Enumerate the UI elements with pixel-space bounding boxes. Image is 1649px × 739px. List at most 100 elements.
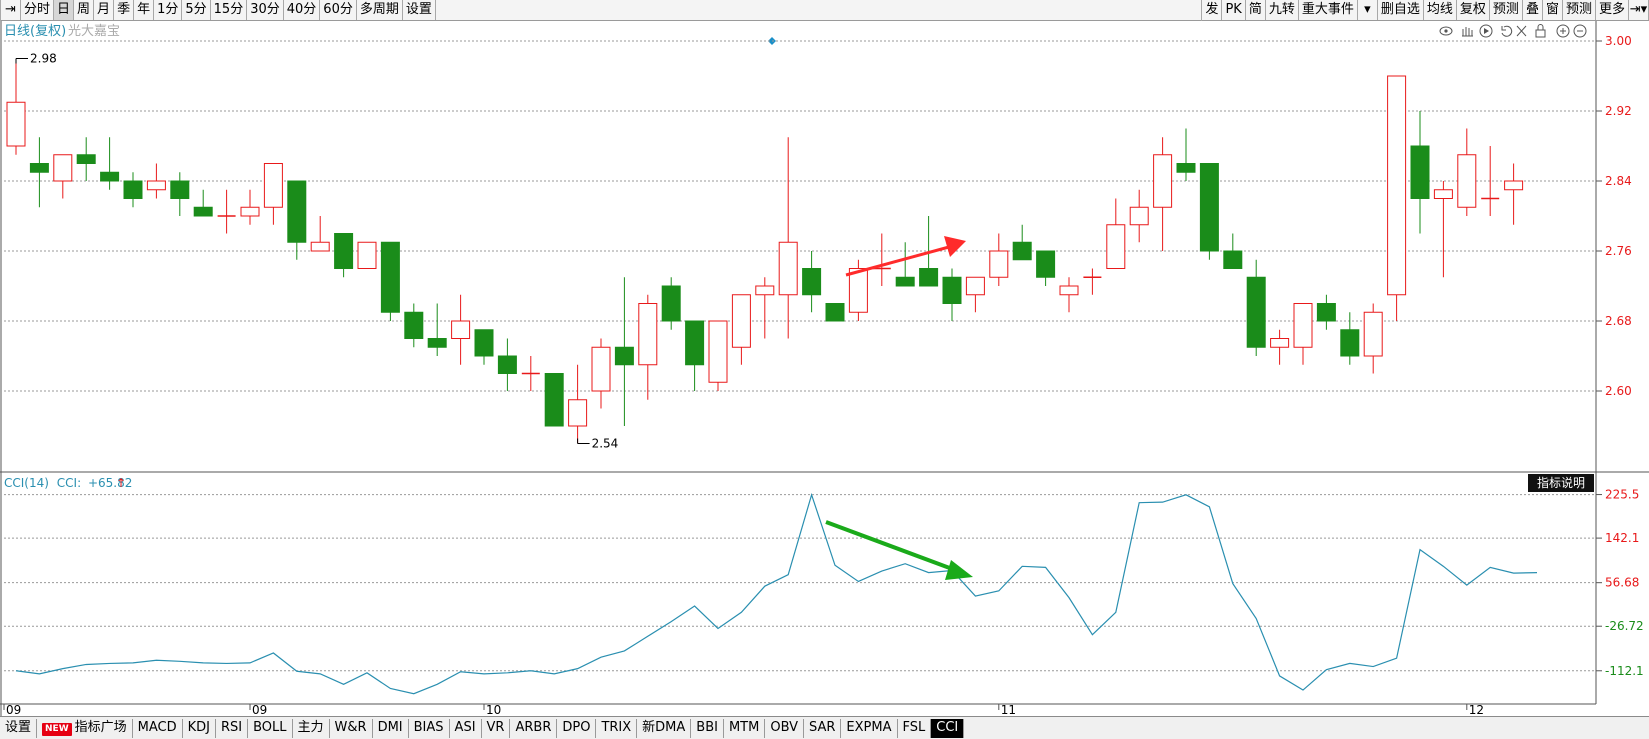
indicator-tab-5[interactable]: 主力 [293,718,330,738]
candle [310,216,330,252]
tool-button-3[interactable]: 九转 [1266,0,1299,20]
indicator-tab-13[interactable]: TRIX [596,718,638,738]
period-button-5[interactable]: 年 [134,0,155,20]
candle-body [544,373,564,427]
indicator-tab-8[interactable]: BIAS [409,718,450,738]
indicator-tab-21[interactable]: CCI [931,718,965,738]
period-button-1[interactable]: 日 [54,0,75,20]
cci-line [15,492,1538,695]
indicator-tab-6[interactable]: W&R [330,718,373,738]
candle-body [1153,154,1173,208]
candle [1270,329,1290,365]
tool-button-0[interactable]: 发 [1202,0,1223,20]
eye-icon[interactable] [1439,26,1453,36]
period-button-0[interactable]: 分时 [21,0,55,20]
candle-body [965,276,985,296]
candle [1223,233,1243,269]
tool-button-12[interactable]: 预测 [1563,0,1596,20]
candle [755,277,775,339]
zoom-in-icon[interactable] [1556,24,1570,38]
tool-button-10[interactable]: 叠 [1523,0,1543,20]
expand-menu-icon[interactable]: ⇥▾ [1629,0,1649,20]
indicator-tab-2[interactable]: KDJ [183,718,216,738]
indicator-tab-label: ARBR [515,719,552,735]
tool-button-2[interactable]: 简 [1246,0,1266,20]
hand-icon[interactable] [1462,27,1473,37]
indicator-tab-9[interactable]: ASI [450,718,482,738]
period-button-2[interactable]: 周 [74,0,95,20]
candle [1457,128,1477,216]
kline-chart[interactable]: 日线(复权) 光大嘉宝 3.00 2.92 2.84 2.76 2.68 2.60 2.9… [0,21,1649,716]
indicator-tab-20[interactable]: FSL [898,718,932,738]
indicator-tab-1[interactable]: MACD [133,718,183,738]
price-tick-label: 2.76 [1605,244,1632,258]
tool-button-13[interactable]: 更多 [1596,0,1629,20]
cci-tick-label: -26.72 [1605,619,1644,633]
indicator-tab-18[interactable]: SAR [804,718,842,738]
indicator-tab-7[interactable]: DMI [373,718,409,738]
period-button-7[interactable]: 5分 [182,0,211,20]
candle-body [1316,303,1336,322]
candle-body [404,311,424,339]
indicator-help-button[interactable]: 指标说明 [1528,474,1594,492]
tool-button-4[interactable]: 重大事件 [1299,0,1358,20]
tool-button-9[interactable]: 预测 [1490,0,1523,20]
indicator-tab-17[interactable]: OBV [765,718,804,738]
period-button-11[interactable]: 60分 [320,0,357,20]
indicator-tab-4[interactable]: BOLL [248,718,293,738]
indicator-tab-10[interactable]: VR [482,718,511,738]
candle [380,241,400,321]
candle [1504,163,1524,225]
indicator-tab-16[interactable]: MTM [724,718,766,738]
tool-button-7[interactable]: 均线 [1424,0,1457,20]
candle [778,137,798,339]
period-button-13[interactable]: 设置 [403,0,436,20]
indicator-tab-3[interactable]: RSI [216,718,249,738]
indicator-tab-19[interactable]: EXPMA [841,718,898,738]
candle [731,294,751,365]
period-button-6[interactable]: 1分 [154,0,183,20]
undo-icon[interactable] [1501,25,1513,37]
candle [591,338,611,409]
indicator-tab-15[interactable]: BBI [691,718,724,738]
candle-body [1012,241,1032,261]
candle-body [1036,250,1056,278]
candle-body [1340,329,1360,357]
candle-body [1410,145,1430,199]
period-button-4[interactable]: 季 [114,0,135,20]
tab-settings[interactable]: 设置 [0,718,38,738]
period-button-12[interactable]: 多周期 [357,0,403,20]
price-trend-arrow [845,236,966,277]
scissors-icon[interactable] [1516,25,1527,37]
candle-body [240,206,260,217]
zoom-out-icon[interactable] [1573,24,1587,38]
cci-trend-arrow [825,520,973,580]
indicator-tab-label: MACD [137,719,177,735]
candle [1246,259,1266,356]
candle [1012,224,1032,261]
period-button-8[interactable]: 15分 [211,0,248,20]
lock-icon[interactable] [1535,24,1546,38]
period-button-10[interactable]: 40分 [284,0,321,20]
candle [100,137,120,190]
toggle-panel-icon[interactable]: ⇥ [1,0,21,20]
candle [1176,128,1196,181]
period-button-3[interactable]: 月 [94,0,115,20]
candle-body [755,285,775,296]
indicator-tab-0[interactable]: NEW 指标广场 [37,718,133,738]
tool-button-6[interactable]: 删自选 [1378,0,1424,20]
tool-button-1[interactable]: PK [1222,0,1246,20]
candle [240,189,260,225]
candle [76,137,96,181]
dropdown-arrow-icon[interactable]: ▾ [1358,0,1378,20]
indicator-tab-14[interactable]: 新DMA [637,718,692,738]
candle-body [123,180,143,199]
indicator-tab-12[interactable]: DPO [557,718,597,738]
play-icon[interactable] [1479,24,1493,38]
indicator-tab-11[interactable]: ARBR [510,718,558,738]
period-button-9[interactable]: 30分 [247,0,284,20]
tool-button-11[interactable]: 窗 [1543,0,1563,20]
candle-body [1293,303,1313,348]
tool-button-8[interactable]: 复权 [1457,0,1490,20]
indicator-tab-label: FSL [902,719,926,735]
